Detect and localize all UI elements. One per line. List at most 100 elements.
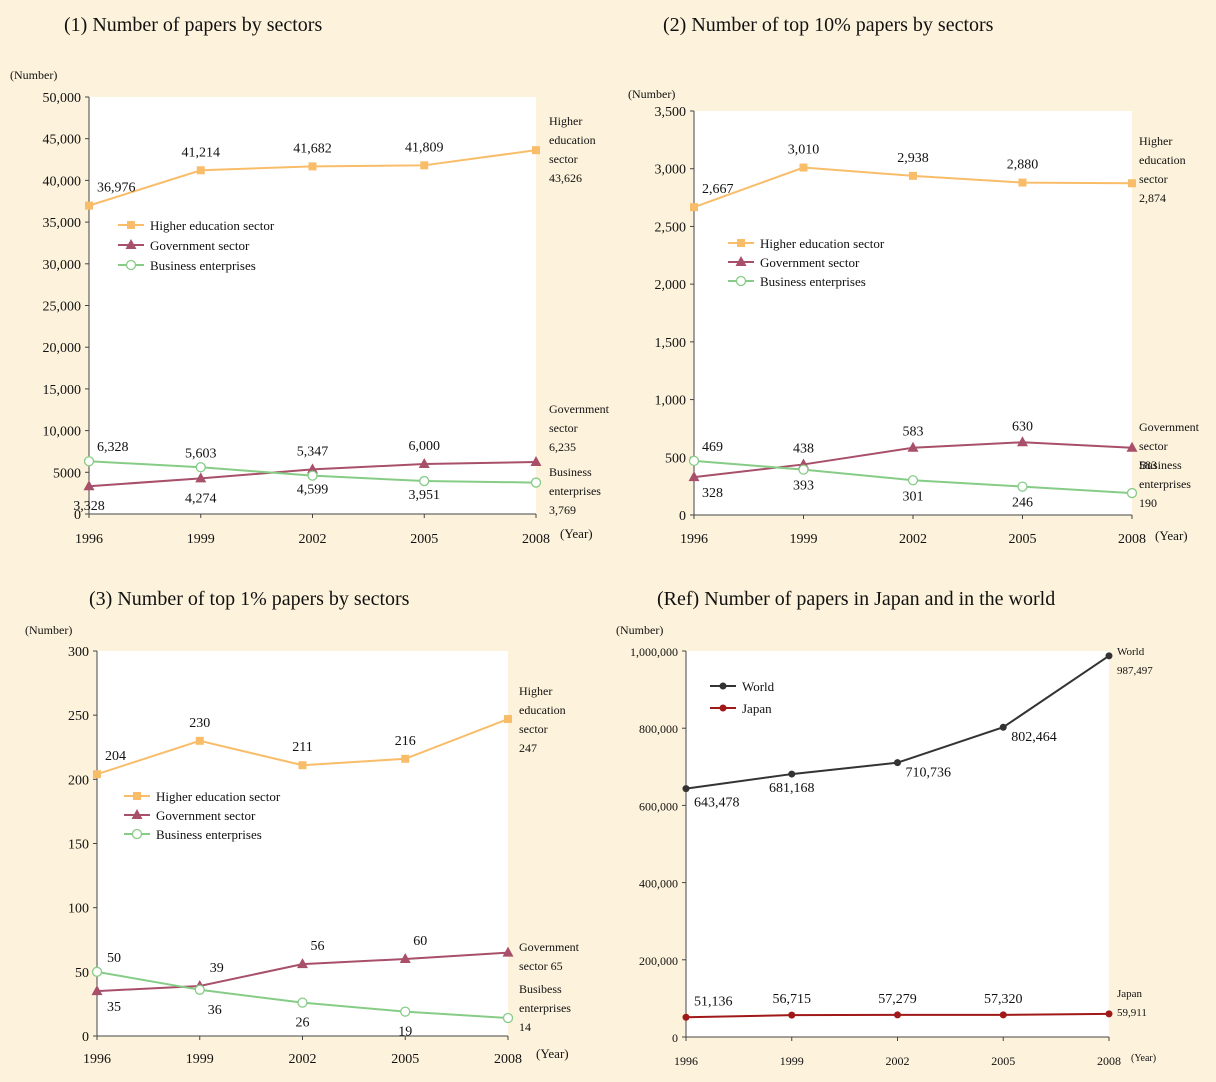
data-point	[308, 162, 317, 171]
x-tick-label: 1999	[186, 1052, 214, 1067]
data-point	[91, 985, 103, 996]
x-tick-label: 1999	[790, 532, 818, 547]
y-tick-label: 1,000	[655, 394, 687, 409]
data-label: 39	[210, 961, 224, 976]
series-end-label: sector 65	[519, 959, 563, 973]
y-tick-label: 1,000,000	[630, 645, 678, 659]
y-tick-label: 35,000	[43, 216, 82, 231]
data-label: 41,214	[182, 145, 221, 160]
legend-marker	[735, 256, 747, 266]
data-label: 2,880	[1007, 158, 1039, 173]
legend-label: Government sector	[156, 808, 256, 823]
series-end-label: Higher	[1139, 134, 1172, 148]
data-label: 60	[413, 934, 427, 949]
data-point	[690, 203, 698, 212]
legend-label: Business enterprises	[156, 827, 262, 842]
data-point	[1126, 441, 1138, 452]
series-end-label: Government	[549, 402, 610, 416]
y-tick-label: 2,000	[655, 278, 687, 293]
y-tick-label: 3,500	[655, 105, 687, 120]
data-label: 36	[208, 1003, 222, 1018]
y-tick-label: 150	[68, 838, 89, 853]
data-label: 802,464	[1011, 730, 1057, 745]
data-label: 3,010	[788, 143, 820, 158]
series-end-label: sector	[549, 152, 578, 166]
x-axis-label: (Year)	[536, 1046, 569, 1061]
data-label: 681,168	[769, 781, 815, 796]
data-point	[1105, 1010, 1113, 1018]
legend-marker	[131, 828, 143, 840]
series-end-label: Government	[519, 940, 580, 954]
data-point	[504, 715, 512, 724]
data-point	[907, 441, 919, 452]
y-tick-label: 100	[68, 902, 89, 917]
data-point	[93, 770, 101, 779]
x-axis-label: (Year)	[1155, 528, 1188, 543]
data-label: 2,938	[897, 151, 929, 166]
y-tick-label: 0	[679, 509, 686, 524]
data-point	[420, 161, 429, 170]
y-tick-label: 500	[665, 451, 686, 466]
series-end-label: Busibess	[519, 982, 562, 996]
data-point	[788, 770, 796, 778]
data-label: 328	[702, 486, 723, 501]
x-tick-label: 2002	[289, 1052, 317, 1067]
y-tick-label: 40,000	[43, 174, 82, 189]
legend-label: Government sector	[760, 255, 860, 270]
data-label: 57,320	[984, 992, 1023, 1007]
data-point	[1017, 481, 1028, 492]
data-label: 216	[395, 734, 416, 749]
y-axis-label: (Number)	[25, 623, 72, 637]
legend-marker	[125, 259, 137, 271]
y-tick-label: 250	[68, 709, 89, 724]
data-label: 6,328	[97, 440, 129, 455]
series-end-label: 2,874	[1139, 191, 1166, 205]
y-tick-label: 10,000	[43, 425, 82, 440]
y-tick-label: 600,000	[639, 799, 678, 813]
data-point	[307, 470, 318, 481]
data-point	[530, 456, 542, 467]
x-tick-label: 2008	[522, 532, 550, 547]
data-label: 6,000	[409, 439, 441, 454]
data-label: 56,715	[773, 992, 812, 1007]
data-label: 57,279	[878, 992, 917, 1007]
data-label: 469	[702, 440, 723, 455]
y-tick-label: 5000	[53, 466, 81, 481]
data-label: 4,274	[185, 491, 217, 506]
data-label: 5,603	[185, 446, 217, 461]
series-end-label: sector	[519, 722, 548, 736]
x-tick-label: 2002	[899, 532, 927, 547]
y-tick-label: 25,000	[43, 300, 82, 315]
data-label: 583	[903, 425, 924, 440]
y-tick-label: 0	[82, 1030, 89, 1045]
chart-title: (1) Number of papers by sectors	[64, 14, 323, 36]
legend-marker	[719, 682, 727, 690]
data-point	[91, 966, 103, 977]
series-end-label: Government	[1139, 420, 1200, 434]
series-end-label: 6,235	[549, 440, 576, 454]
series-end-label: education	[549, 133, 596, 147]
data-point	[399, 953, 411, 963]
series-end-label: 59,911	[1117, 1007, 1147, 1019]
data-label: 246	[1012, 496, 1033, 511]
data-point	[401, 754, 410, 763]
x-tick-label: 1996	[83, 1052, 111, 1067]
data-point	[999, 723, 1007, 731]
data-label: 19	[398, 1025, 412, 1040]
data-point	[909, 171, 917, 180]
y-tick-label: 400,000	[639, 877, 678, 891]
data-label: 230	[189, 716, 210, 731]
data-point	[85, 201, 93, 210]
x-tick-label: 1996	[75, 532, 103, 547]
x-tick-label: 1996	[674, 1054, 698, 1068]
series-end-label: 987,497	[1117, 665, 1153, 677]
data-point	[502, 1012, 514, 1024]
series-end-label: 14	[519, 1020, 531, 1034]
x-tick-label: 2008	[1118, 532, 1146, 547]
chart-title: (3) Number of top 1% papers by sectors	[89, 588, 410, 610]
data-point	[530, 477, 542, 488]
y-tick-label: 15,000	[43, 383, 82, 398]
y-tick-label: 200,000	[639, 954, 678, 968]
x-tick-label: 2005	[991, 1054, 1015, 1068]
